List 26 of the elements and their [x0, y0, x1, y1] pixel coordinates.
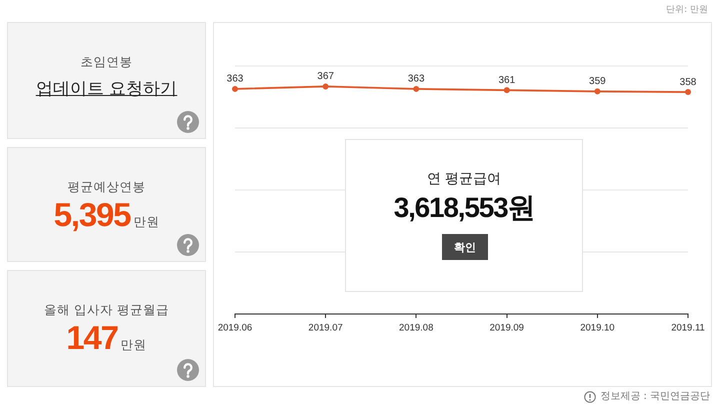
- button[interactable]: [442, 234, 488, 260]
- text: 연 평균급여: [426, 170, 502, 189]
- text: 업데이트 요청하기: [36, 79, 178, 99]
- text: 5,395: [54, 196, 130, 234]
- data-label: 358: [680, 76, 697, 88]
- text: 초임연봉: [80, 53, 134, 71]
- x-tick-label: 2019.06: [218, 322, 252, 334]
- data-label: 363: [226, 74, 244, 85]
- data-label: 359: [589, 76, 606, 88]
- text: 147: [66, 319, 118, 357]
- text: 평균예상연봉: [66, 178, 146, 196]
- text: 만원: [120, 337, 147, 354]
- x-tick-label: 2019.10: [580, 322, 615, 334]
- text: 정보제공 : 국민연금공단: [600, 390, 710, 404]
- x-tick-label: 2019.08: [399, 322, 434, 334]
- annotation: 3,618,553원: [392, 191, 536, 225]
- data-label: 367: [317, 71, 334, 82]
- x-tick-label: 2019.11: [671, 322, 705, 334]
- data-label: 363: [408, 74, 425, 85]
- x-tick-label: 2019.09: [490, 322, 524, 334]
- text: 단위: 만원: [666, 4, 708, 16]
- data-label: 361: [498, 74, 516, 86]
- annotation: 확인: [454, 240, 476, 254]
- text: 올해 입사자 평균월급: [43, 301, 170, 319]
- text: 만원: [133, 214, 160, 231]
- x-tick-label: 2019.07: [308, 322, 343, 334]
